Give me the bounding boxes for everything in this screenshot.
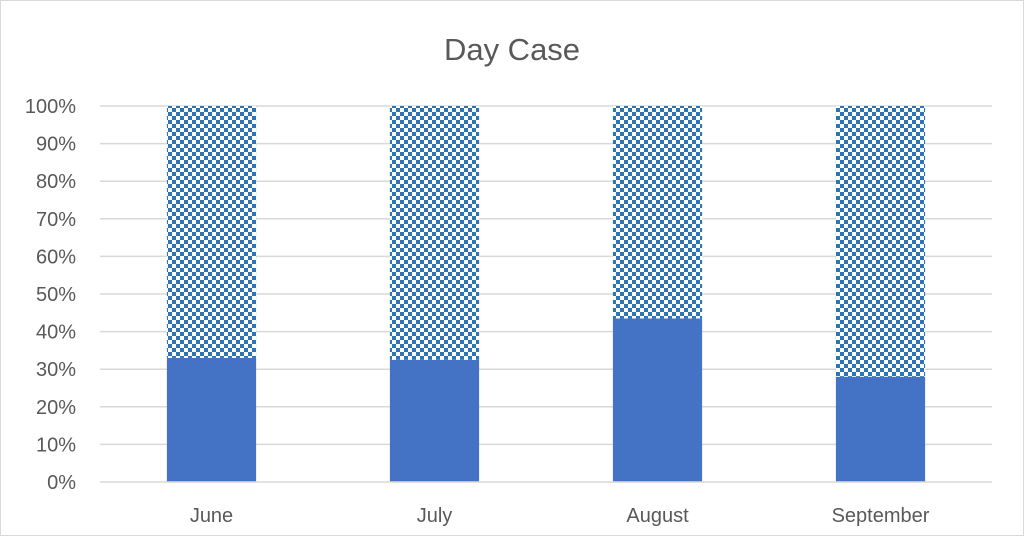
y-tick-label: 90%	[36, 134, 76, 156]
bar-september-series-1	[835, 376, 926, 482]
y-tick-label: 60%	[36, 246, 76, 268]
y-tick-label: 50%	[36, 284, 76, 306]
y-axis-tick-labels: 0% 10% 20% 30% 40% 50% 60% 70% 80% 90% 100%	[25, 96, 76, 494]
bar-september-series-2	[835, 106, 926, 377]
y-tick-label: 0%	[47, 472, 76, 494]
y-tick-label: 80%	[36, 171, 76, 193]
bar-august-series-1	[612, 318, 703, 482]
y-tick-label: 10%	[36, 434, 76, 456]
bar-august-series-2	[612, 106, 703, 319]
y-tick-label: 40%	[36, 322, 76, 344]
x-tick-label: September	[832, 505, 930, 527]
x-axis-tick-labels: June July August September	[190, 505, 930, 527]
bar-june-series-2	[166, 106, 257, 358]
bar-june-series-1	[166, 357, 257, 482]
bar-july-series-2	[389, 106, 480, 360]
x-tick-label: August	[626, 505, 689, 527]
y-tick-label: 20%	[36, 397, 76, 419]
bar-july-series-1	[389, 359, 480, 482]
y-tick-label: 100%	[25, 96, 76, 118]
y-tick-label: 70%	[36, 209, 76, 231]
bars	[166, 106, 926, 482]
y-tick-label: 30%	[36, 359, 76, 381]
x-tick-label: July	[417, 505, 453, 527]
chart-title: Day Case	[444, 32, 580, 67]
x-tick-label: June	[190, 505, 233, 527]
